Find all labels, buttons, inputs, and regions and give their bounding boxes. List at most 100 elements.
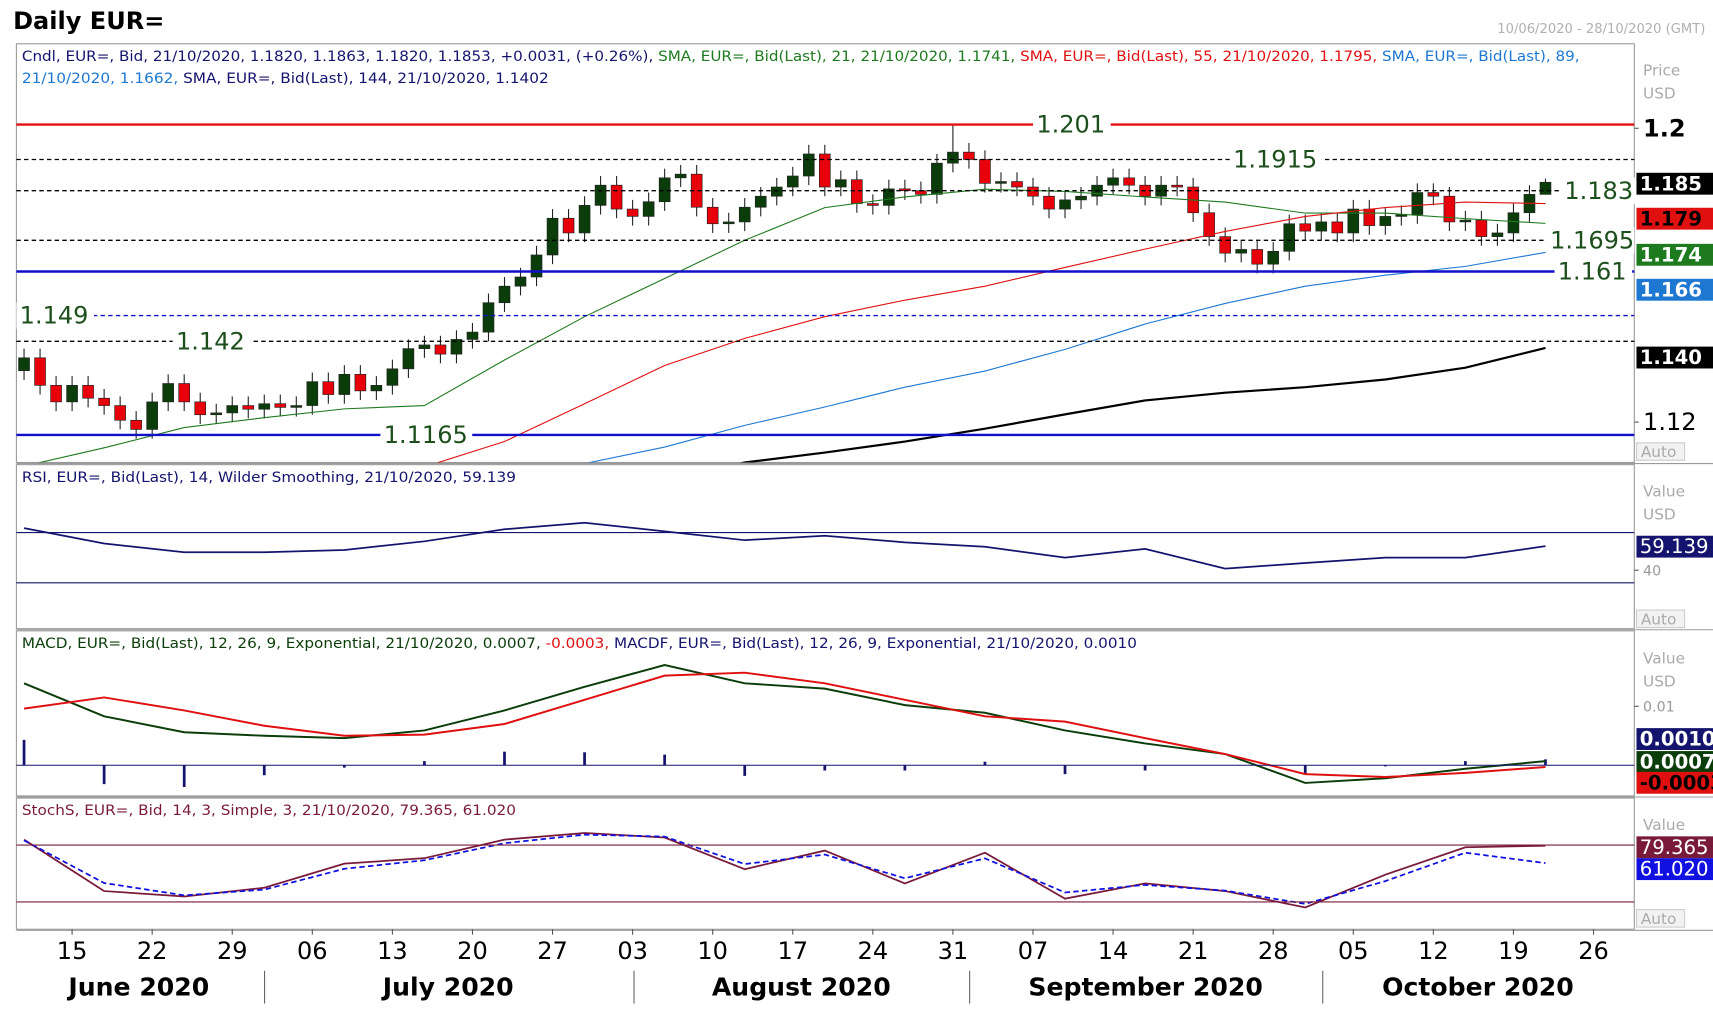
candle-body <box>1363 208 1376 226</box>
candle-body <box>1427 192 1440 197</box>
candle-body <box>738 206 751 223</box>
candle-body <box>1075 195 1087 201</box>
level-label-bg <box>380 421 473 449</box>
value-box <box>1636 836 1713 859</box>
candle-body <box>370 385 383 392</box>
legend-entry: SMA, EUR=, Bid(Last), 21, 21/10/2020, 1.… <box>658 49 1020 65</box>
level-label-bg <box>1561 177 1639 204</box>
value-box <box>1636 535 1713 558</box>
candle-body <box>851 179 863 204</box>
month-label: June 2020 <box>66 972 209 1001</box>
value-box <box>1636 207 1713 230</box>
legend-entry: -0.0003, <box>546 636 614 652</box>
candle-body <box>1283 223 1296 252</box>
x-tick-label: 31 <box>938 937 969 965</box>
candle-body <box>1459 219 1472 223</box>
plot-area <box>22 664 1547 788</box>
candle-body <box>530 254 543 278</box>
month-label: October 2020 <box>1382 972 1574 1001</box>
axis-label: USD <box>1643 85 1676 103</box>
axis-label: Value <box>1643 482 1685 500</box>
candle-body <box>450 339 463 355</box>
candle-body <box>931 162 943 195</box>
candle-body <box>226 405 239 414</box>
legend-line: StochS, EUR=, Bid, 14, 3, Simple, 3, 21/… <box>22 803 516 819</box>
month-label: July 2020 <box>381 972 514 1001</box>
value-box-label: 1.179 <box>1640 207 1702 230</box>
level-label: 1.183 <box>1564 177 1633 205</box>
candle-body <box>1267 250 1280 265</box>
level-label: 1.1915 <box>1233 146 1317 174</box>
level-label: 1.142 <box>176 327 245 355</box>
legend-line: Cndl, EUR=, Bid, 21/10/2020, 1.1820, 1.1… <box>22 49 1580 65</box>
x-tick-label: 27 <box>537 937 568 965</box>
candle-body <box>835 179 847 188</box>
candle-body <box>274 403 287 408</box>
candle-body <box>947 151 959 164</box>
value-box-label: -0.0003 <box>1640 771 1713 794</box>
value-box-label: 1.185 <box>1640 172 1702 195</box>
x-tick-label: 24 <box>858 937 889 965</box>
level-label-bg <box>172 328 251 355</box>
legend-entry: MACDF, EUR=, Bid(Last), 12, 26, 9, Expon… <box>614 636 1137 652</box>
candle-body <box>1299 223 1312 232</box>
x-tick-label: 12 <box>1418 937 1449 965</box>
level-label: 1.201 <box>1036 111 1105 139</box>
value-box <box>1636 771 1713 794</box>
level-label-bg <box>1033 111 1111 138</box>
x-tick-label: 07 <box>1018 937 1049 965</box>
legend-entry: SMA, EUR=, Bid(Last), 55, 21/10/2020, 1.… <box>1020 49 1382 65</box>
level-label-bg <box>16 302 95 329</box>
legend-entry: Cndl, EUR=, Bid, 21/10/2020, 1.1820, 1.1… <box>22 49 658 65</box>
sma-line <box>739 346 1546 463</box>
chart-title: Daily EUR= <box>13 7 164 35</box>
value-box-label: 1.174 <box>1640 243 1702 266</box>
candle-body <box>995 181 1007 184</box>
candle-body <box>498 285 511 304</box>
value-box-label: 1.140 <box>1640 346 1702 369</box>
axis-label: USD <box>1643 673 1676 691</box>
value-box-label: 0.0010 <box>1640 728 1713 751</box>
x-tick-label: 10 <box>697 937 728 965</box>
auto-label: Auto <box>1641 610 1677 628</box>
x-tick-label: 20 <box>457 937 488 965</box>
auto-box <box>1635 909 1686 928</box>
candle-body <box>418 344 431 349</box>
candle-body <box>98 397 110 406</box>
candle-body <box>610 184 623 210</box>
month-label: September 2020 <box>1028 972 1262 1001</box>
candle-body <box>1347 208 1360 234</box>
x-tick-label: 28 <box>1258 937 1289 965</box>
auto-box <box>1635 442 1686 461</box>
x-tick-label: 29 <box>217 937 248 965</box>
x-tick-label: 17 <box>777 937 808 965</box>
value-box <box>1636 278 1713 301</box>
value-box <box>1636 172 1713 195</box>
candle-body <box>34 357 46 386</box>
legend-entry: SMA, EUR=, Bid(Last), 144, 21/10/2020, 1… <box>183 71 549 87</box>
candle-body <box>1379 216 1392 226</box>
candle-body <box>242 405 255 410</box>
macd-line <box>23 671 1546 779</box>
x-tick-label: 15 <box>57 937 88 965</box>
candle-body <box>434 344 447 355</box>
y-tick-label: 1.2 <box>1643 114 1686 142</box>
candle-body <box>626 208 639 217</box>
candle-body <box>162 383 174 403</box>
candle-body <box>546 217 559 256</box>
candle-body <box>1043 195 1055 210</box>
date-range: 10/06/2020 - 28/10/2020 (GMT) <box>1497 22 1705 37</box>
value-box <box>1636 751 1713 773</box>
plot-area <box>23 521 1546 570</box>
candle-body <box>867 203 879 206</box>
legend-entry: SMA, EUR=, Bid(Last), 89, <box>1382 49 1580 65</box>
sma-line <box>587 251 1546 463</box>
candle-body <box>258 403 271 410</box>
candle-body <box>1059 199 1071 210</box>
candle-body <box>1507 212 1520 234</box>
panel-frame <box>15 464 1635 630</box>
legend-line: MACD, EUR=, Bid(Last), 12, 26, 9, Expone… <box>22 636 1137 652</box>
legend-line: RSI, EUR=, Bid(Last), 14, Wilder Smoothi… <box>22 470 516 486</box>
